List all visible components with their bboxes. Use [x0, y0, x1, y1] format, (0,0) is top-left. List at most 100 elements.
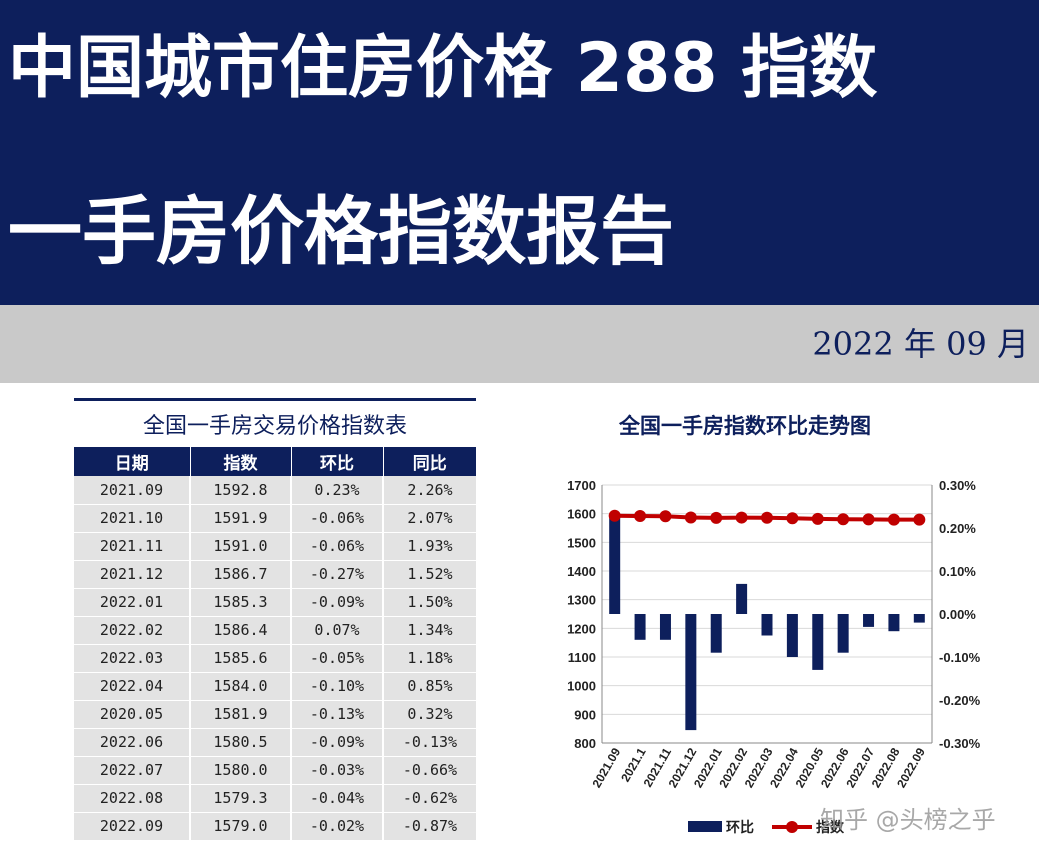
- table-row: 2022.03 1585.6 -0.05% 1.18%: [74, 644, 476, 673]
- bar-mom: [786, 614, 798, 657]
- bar-mom: [685, 614, 697, 731]
- legend-label-index: 指数: [816, 819, 845, 836]
- report-title-line1: 中国城市住房价格 288 指数: [8, 29, 878, 108]
- table-row: 2022.04 1584.0 -0.10% 0.85%: [74, 672, 476, 701]
- index-point: [862, 513, 875, 526]
- cell-date: 2022.01: [74, 588, 191, 617]
- bar-mom: [913, 614, 925, 623]
- cell-yoy: 1.52%: [383, 560, 476, 589]
- left-tick-label: 1400: [567, 564, 596, 579]
- cell-yoy: 0.85%: [383, 672, 476, 701]
- cell-yoy: 1.18%: [383, 644, 476, 673]
- report-date: 2022 年 09 月: [812, 325, 1029, 363]
- bar-mom: [888, 614, 900, 632]
- cell-yoy: 1.34%: [383, 616, 476, 645]
- bar-mom: [761, 614, 773, 636]
- cell-index: 1584.0: [190, 672, 292, 701]
- cell-date: 2022.09: [74, 812, 191, 841]
- table-row: 2022.09 1579.0 -0.02% -0.87%: [74, 812, 476, 841]
- index-point: [761, 511, 773, 524]
- cell-mom: 0.23%: [291, 476, 384, 505]
- table-row: 2021.12 1586.7 -0.27% 1.52%: [74, 560, 476, 589]
- cell-index: 1579.3: [190, 784, 292, 813]
- right-tick-label: 0.30%: [939, 478, 976, 493]
- table-row: 2022.08 1579.3 -0.04% -0.62%: [74, 784, 476, 813]
- cell-mom: -0.02%: [291, 812, 384, 841]
- cell-mom: -0.04%: [291, 784, 384, 813]
- cell-mom: -0.05%: [291, 644, 384, 673]
- left-tick-label: 1700: [567, 478, 596, 493]
- cell-index: 1586.4: [190, 616, 292, 645]
- cell-date: 2022.07: [74, 756, 191, 785]
- index-point: [735, 511, 748, 524]
- mom-trend-chart: 1700 1600 1500 1400 1300 1200 1100 1000 900 800 0.…: [567, 478, 981, 836]
- left-tick-label: 900: [574, 707, 596, 722]
- column-header-mom: 环比: [291, 447, 384, 476]
- index-point: [659, 510, 672, 523]
- table-row: 2021.11 1591.0 -0.06% 1.93%: [74, 532, 476, 561]
- index-point: [811, 512, 824, 525]
- index-point: [684, 511, 697, 524]
- index-point: [913, 513, 926, 526]
- cell-index: 1579.0: [190, 812, 292, 841]
- table-title: 全国一手房交易价格指数表: [142, 414, 407, 439]
- bar-mom: [837, 614, 849, 653]
- cell-date: 2022.08: [74, 784, 191, 813]
- cell-mom: -0.27%: [291, 560, 384, 589]
- legend-label-mom: 环比: [726, 819, 754, 836]
- cell-mom: -0.09%: [291, 728, 384, 757]
- table-top-rule: [74, 398, 476, 401]
- cell-index: 1592.8: [190, 476, 292, 505]
- index-point: [608, 509, 621, 522]
- right-tick-label: -0.20%: [939, 693, 981, 708]
- left-tick-label: 1000: [567, 679, 596, 694]
- index-point: [887, 513, 900, 526]
- cell-date: 2022.06: [74, 728, 191, 757]
- bar-mom: [634, 614, 646, 640]
- index-point: [634, 509, 647, 522]
- cell-index: 1591.0: [190, 532, 292, 561]
- cell-date: 2021.09: [74, 476, 191, 505]
- left-tick-label: 1100: [568, 650, 596, 665]
- cell-index: 1586.7: [190, 560, 292, 589]
- table-row: 2022.06 1580.5 -0.09% -0.13%: [74, 728, 476, 757]
- cell-index: 1580.5: [190, 728, 292, 757]
- cell-mom: 0.07%: [291, 616, 384, 645]
- date-band: 2022 年 09 月: [0, 305, 1039, 383]
- index-table-panel: 全国一手房交易价格指数表 日期 指数 环比 同比 2021.09 1592.8 0.…: [74, 398, 476, 841]
- index-table: 日期 指数 环比 同比 2021.09 1592.8 0.23% 2.26% 2021.…: [74, 447, 476, 841]
- left-tick-label: 1200: [567, 621, 596, 636]
- cell-yoy: 1.50%: [383, 588, 476, 617]
- column-header-index: 指数: [190, 447, 292, 476]
- cell-yoy: 2.26%: [383, 476, 476, 505]
- cell-yoy: 1.93%: [383, 532, 476, 561]
- cell-mom: -0.09%: [291, 588, 384, 617]
- left-tick-label: 1500: [567, 535, 596, 550]
- index-point: [710, 511, 723, 524]
- cell-date: 2020.05: [74, 700, 191, 729]
- cell-index: 1585.6: [190, 644, 292, 673]
- cell-yoy: -0.62%: [383, 784, 476, 813]
- left-tick-label: 1600: [567, 507, 596, 522]
- table-row: 2022.01 1585.3 -0.09% 1.50%: [74, 588, 476, 617]
- cell-mom: -0.10%: [291, 672, 384, 701]
- cell-yoy: 0.32%: [383, 700, 476, 729]
- cell-index: 1585.3: [190, 588, 292, 617]
- right-tick-label: 0.10%: [939, 564, 976, 579]
- cell-yoy: -0.87%: [383, 812, 476, 841]
- left-tick-label: 1300: [567, 593, 596, 608]
- cell-yoy: 2.07%: [383, 504, 476, 533]
- bar-mom: [609, 515, 621, 614]
- column-header-date: 日期: [74, 447, 191, 476]
- index-point: [786, 512, 799, 525]
- table-row: 2021.10 1591.9 -0.06% 2.07%: [74, 504, 476, 533]
- cell-mom: -0.03%: [291, 756, 384, 785]
- x-tick-label: 2021.09: [589, 745, 623, 790]
- cell-date: 2022.02: [74, 616, 191, 645]
- watermark-text: 知乎 @头榜之乎: [820, 806, 996, 834]
- index-point: [837, 513, 850, 526]
- cell-index: 1591.9: [190, 504, 292, 533]
- column-header-yoy: 同比: [383, 447, 476, 476]
- cell-index: 1580.0: [190, 756, 292, 785]
- cell-index: 1581.9: [190, 700, 292, 729]
